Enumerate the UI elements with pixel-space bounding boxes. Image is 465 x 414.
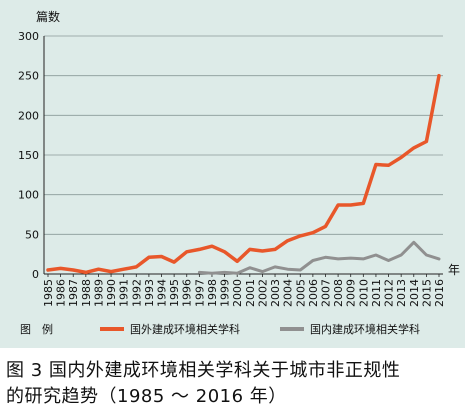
x-tick-label: 2008 (332, 279, 345, 307)
x-tick-label: 1999 (219, 279, 232, 307)
x-tick-label: 2015 (420, 279, 433, 307)
y-tick-label: 250 (18, 70, 39, 83)
legend: 图 例 国外建成环境相关学科 国内建成环境相关学科 (20, 322, 420, 336)
x-tick-label: 2005 (294, 279, 307, 307)
chart-panel: 0 50 100 150 200 250 300 1985 1986 1987 1988 1989 19… (0, 0, 465, 348)
x-tick-label: 2013 (395, 279, 408, 307)
x-tick-label: 1995 (168, 279, 181, 307)
x-tick-label: 2011 (370, 279, 383, 307)
x-tick-label: 2014 (408, 279, 421, 307)
y-tick-label: 300 (18, 30, 39, 43)
x-tick-label: 1998 (206, 279, 219, 307)
legend-label-domestic: 国内建成环境相关学科 (310, 322, 420, 336)
legend-label-foreign: 国外建成环境相关学科 (130, 322, 240, 336)
x-tick-label: 1985 (42, 279, 55, 307)
series-lines (46, 73, 441, 275)
x-tick-label: 2002 (256, 279, 269, 307)
x-tick-label: 2012 (383, 279, 396, 307)
x-tick-label: 1996 (181, 279, 194, 307)
x-tick-label: 1986 (55, 279, 68, 307)
x-tick-label: 1989 (92, 279, 105, 307)
x-tick-label: 1994 (156, 279, 169, 307)
legend-title: 图 例 (20, 322, 53, 336)
y-tick-label: 0 (32, 268, 39, 281)
x-tick-label: 1990 (105, 279, 118, 307)
x-tick-label: 2004 (282, 279, 295, 307)
x-tick-label: 1988 (80, 279, 93, 307)
x-axis-label: 年 (448, 263, 460, 277)
y-tick-label: 100 (18, 189, 39, 202)
x-tick-label: 2007 (319, 279, 332, 307)
x-tick-label: 2001 (244, 279, 257, 307)
y-tick-label: 50 (25, 228, 39, 241)
x-tick-label: 1991 (118, 279, 131, 307)
series-line-0 (46, 73, 441, 275)
caption-line-2: 的研究趋势（1985 ～ 2016 年） (6, 386, 287, 407)
x-tick-label: 2010 (357, 279, 370, 307)
x-tick-label: 1993 (143, 279, 156, 307)
caption-line-1: 图 3 国内外建成环境相关学科关于城市非正规性 (6, 360, 401, 381)
y-axis-label: 篇数 (36, 9, 60, 24)
x-tick-label: 1987 (67, 279, 80, 307)
x-tick-label: 2009 (345, 279, 358, 307)
x-tick-label: 2003 (269, 279, 282, 307)
figure-caption: 图 3 国内外建成环境相关学科关于城市非正规性 的研究趋势（1985 ～ 201… (6, 358, 461, 410)
x-tick-label: 2000 (231, 279, 244, 307)
x-tick-label: 2016 (433, 279, 446, 307)
x-tick-label: 1992 (130, 279, 143, 307)
axes (43, 36, 443, 277)
y-tick-label: 200 (18, 109, 39, 122)
x-tick-label: 2006 (307, 279, 320, 307)
gridlines (44, 35, 443, 235)
x-tick-label: 1997 (193, 279, 206, 307)
y-tick-label: 150 (18, 149, 39, 162)
series-line-1 (197, 240, 441, 275)
